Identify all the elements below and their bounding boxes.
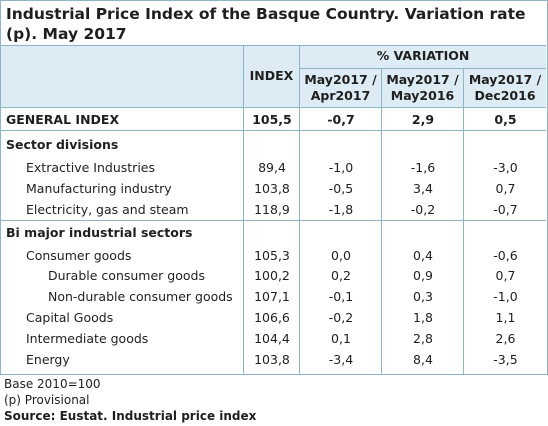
variation-year: 0,4 [413,248,433,263]
variation-year: -0,2 [410,202,436,217]
variation-year: 3,4 [413,181,433,196]
index-value: 100,2 [254,268,290,283]
divider [463,68,464,374]
header-period-2: May2017 / May2016 [386,72,459,103]
index-value: 104,4 [254,331,290,346]
variation-dec: -3,0 [493,160,518,175]
index-value: 105,3 [254,248,290,263]
variation-month: -3,4 [328,352,354,367]
table-header [1,45,546,107]
variation-month: -0,5 [328,181,354,196]
row-label: Capital Goods [26,310,114,325]
divider [1,220,546,221]
section-title: Bi major industrial sectors [6,225,193,240]
variation-year: 0,9 [413,268,433,283]
footer-base-note: Base 2010=100 [4,377,101,391]
variation-year: 0,3 [413,289,433,304]
table-title: Industrial Price Index of the Basque Cou… [6,5,526,43]
row-label: Electricity, gas and steam [26,202,189,217]
header-index: INDEX [249,68,294,83]
variation-month: 0,2 [331,268,351,283]
index-value: 106,6 [254,310,290,325]
divider [1,107,546,108]
row-label: Manufacturing industry [26,181,172,196]
section-title-row: Bi major industrial sectors [1,222,546,243]
table-row: Consumer goods 105,3 0,0 0,4 -0,6 [1,245,546,266]
row-label: Non-durable consumer goods [48,289,233,304]
divider [1,45,546,46]
variation-year: 2,8 [413,331,433,346]
header-period-3: May2017 / Dec2016 [468,72,542,103]
divider [1,130,546,131]
table-row: Intermediate goods 104,4 0,1 2,8 2,6 [1,328,546,349]
variation-dec: -3,5 [493,352,518,367]
row-label: Consumer goods [26,248,132,263]
variation-month: -0,2 [328,310,354,325]
variation-dec: -0,7 [493,202,518,217]
divider [243,45,244,374]
header-period-1: May2017 / Apr2017 [304,72,377,103]
variation-month: -1,0 [328,160,354,175]
table-row: Electricity, gas and steam 118,9 -1,8 -0… [1,199,546,220]
divider [381,68,382,374]
table-row: Capital Goods 106,6 -0,2 1,8 1,1 [1,307,546,328]
variation-month: 0,0 [331,248,351,263]
footer-source: Source: Eustat. Industrial price index [4,409,257,423]
index-value: 89,4 [258,160,286,175]
table-row: Durable consumer goods 100,2 0,2 0,9 0,7 [1,265,546,286]
variation-dec: 0,7 [495,268,516,283]
footer-provisional-note: (p) Provisional [4,393,90,407]
variation-dec: 2,6 [495,331,516,346]
variation-dec: 1,1 [495,310,516,325]
section-title: Sector divisions [6,137,119,152]
variation-year: 1,8 [413,310,433,325]
section-title-row: Sector divisions [1,134,546,155]
table-row: Manufacturing industry 103,8 -0,5 3,4 0,… [1,178,546,199]
row-label: Durable consumer goods [48,268,205,283]
variation-month: -0,1 [328,289,354,304]
index-value: 118,9 [254,202,290,217]
index-value: 105,5 [252,112,292,127]
divider [299,68,546,69]
row-label: Energy [26,352,70,367]
variation-year: 8,4 [413,352,433,367]
variation-month: -0,7 [327,112,355,127]
variation-month: -1,8 [328,202,354,217]
variation-year: -1,6 [410,160,436,175]
divider [299,45,300,374]
index-value: 107,1 [254,289,290,304]
variation-dec: 0,5 [494,112,517,127]
row-label: Intermediate goods [26,331,149,346]
variation-year: 2,9 [411,112,435,127]
table-row: Extractive Industries 89,4 -1,0 -1,6 -3,… [1,157,546,178]
variation-month: 0,1 [331,331,351,346]
row-label: Extractive Industries [26,160,155,175]
variation-dec: -1,0 [493,289,518,304]
variation-dec: -0,6 [493,248,518,263]
general-index-row: GENERAL INDEX 105,5 -0,7 2,9 0,5 [1,109,546,130]
variation-dec: 0,7 [495,181,516,196]
header-variation: % VARIATION [376,48,470,63]
index-value: 103,8 [254,181,290,196]
table-row: Energy 103,8 -3,4 8,4 -3,5 [1,349,546,370]
table-row: Non-durable consumer goods 107,1 -0,1 0,… [1,286,546,307]
index-value: 103,8 [254,352,290,367]
row-label: GENERAL INDEX [6,112,120,127]
